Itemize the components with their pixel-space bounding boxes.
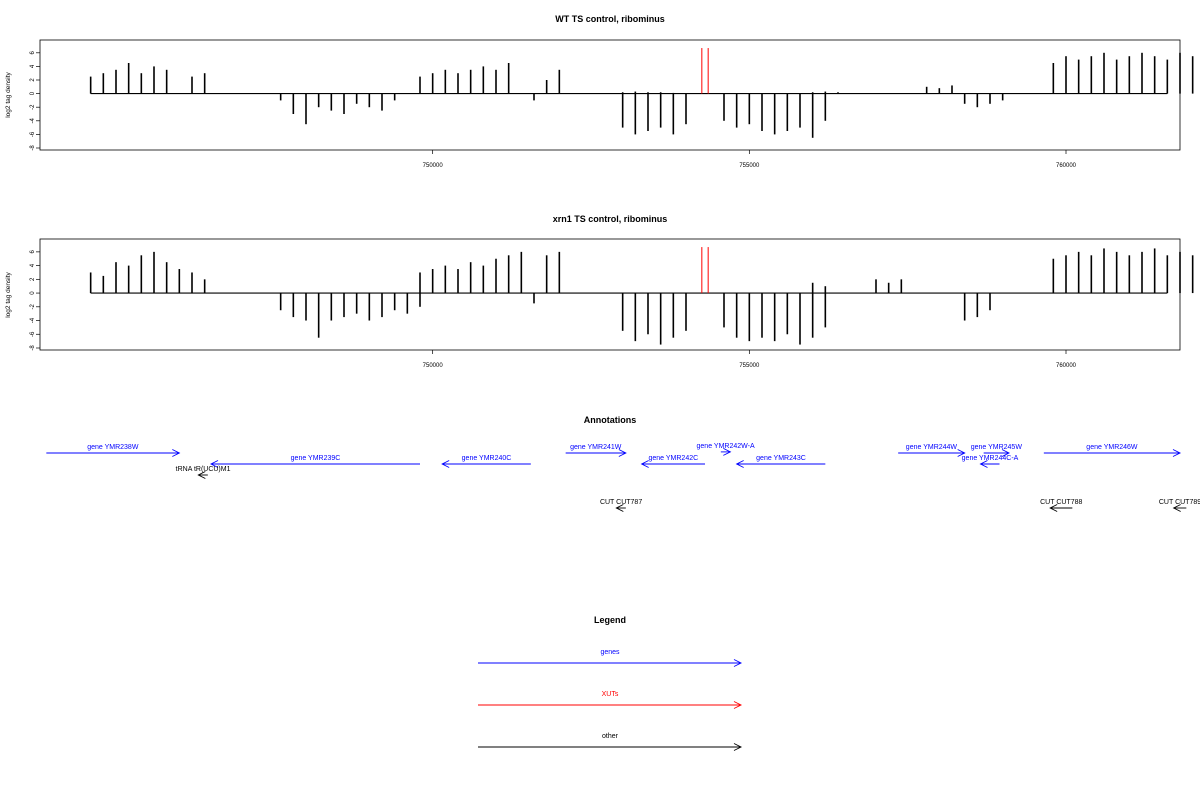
y-tick-label: -8	[30, 345, 36, 351]
y-tick-label: -2	[30, 303, 36, 309]
y-tick-label: 0	[30, 291, 36, 295]
y-tick-label: -6	[30, 331, 36, 337]
y-tick-label: -8	[30, 145, 36, 151]
annotation-arrow-head	[957, 449, 966, 457]
annotation-arrow-head	[1001, 449, 1011, 457]
annotation-label: tRNA tR(UCU)M1	[176, 466, 231, 473]
annotation-label: gene YMR244C-A	[962, 455, 1019, 462]
y-tick-label: -2	[30, 104, 36, 110]
xrn1-xut-markers	[701, 247, 709, 294]
annotation-arrow-head	[209, 460, 219, 468]
y-tick-label: 4	[30, 64, 36, 68]
y-tick-label: 4	[30, 263, 36, 267]
legend-arrow-head	[733, 743, 743, 751]
y-tick-label: -4	[30, 117, 36, 123]
xrn1-y-ticks: 6 4 2 0 -2 -4 -6 -8	[30, 250, 40, 351]
wt-panel: WT TS control, ribominus log2 tag densit…	[5, 14, 1194, 169]
annotation-label: CUT CUT787	[600, 499, 642, 506]
x-tick-label: 755000	[739, 163, 760, 169]
x-tick-label: 750000	[423, 163, 444, 169]
annotation-arrow-head	[735, 460, 744, 468]
annotation-label: gene YMR244W	[906, 444, 958, 451]
y-tick-label: 6	[30, 250, 36, 254]
x-tick-label: 760000	[1056, 163, 1077, 169]
annotation-arrow-head	[615, 504, 624, 512]
legend-label: genes	[600, 649, 620, 656]
annotation-label: gene YMR242W-A	[697, 443, 755, 450]
annotation-features: gene YMR238W gene YMR239C gene YMR240C gene…	[46, 443, 1200, 512]
legend-arrow-head	[733, 701, 743, 709]
annotation-arrow-head	[723, 447, 732, 456]
y-tick-label: 6	[30, 50, 36, 54]
xrn1-x-ticks: 750000 755000 760000	[423, 350, 1077, 369]
legend-items: genes XUTs other	[478, 649, 743, 751]
y-tick-label: 0	[30, 91, 36, 95]
wt-x-ticks: 750000 755000 760000	[423, 150, 1077, 169]
xrn1-bars	[89, 248, 1194, 345]
annotation-label: gene YMR246W	[1086, 444, 1138, 451]
wt-bars	[89, 52, 1194, 138]
annotation-arrow-head	[441, 460, 450, 468]
annotation-arrow-head	[172, 449, 181, 457]
y-tick-label: -6	[30, 131, 36, 137]
xrn1-panel-title: xrn1 TS control, ribominus	[553, 214, 668, 224]
annotation-label: gene YMR239C	[291, 455, 341, 462]
annotation-label: gene YMR242C	[648, 455, 698, 462]
annotation-arrow-head	[1172, 504, 1181, 512]
x-tick-label: 755000	[739, 363, 760, 369]
legend-title: Legend	[594, 615, 626, 625]
x-tick-label: 760000	[1056, 363, 1077, 369]
annotation-arrow-head	[1049, 504, 1058, 512]
xrn1-y-axis-label: log2 tag density	[5, 271, 12, 317]
annotation-arrow-head	[618, 449, 627, 457]
annotation-arrow-head	[1172, 449, 1182, 457]
annotation-label: CUT CUT788	[1040, 499, 1082, 506]
annotation-label: gene YMR238W	[87, 444, 139, 451]
wt-xut-markers	[701, 48, 709, 94]
legend-arrow-head	[733, 659, 743, 667]
xrn1-panel: xrn1 TS control, ribominus log2 tag dens…	[5, 214, 1194, 369]
annotations-title: Annotations	[584, 415, 637, 425]
annotation-label: gene YMR241W	[570, 444, 622, 451]
wt-plot-frame	[39, 39, 1181, 151]
y-tick-label: -4	[30, 317, 36, 323]
annotation-arrow-head	[979, 460, 988, 468]
annotation-arrow-head	[640, 460, 649, 468]
y-tick-label: 2	[30, 78, 36, 82]
annotation-label: gene YMR245W	[971, 444, 1023, 451]
wt-y-ticks: 6 4 2 0 -2 -4 -6 -8	[30, 50, 40, 151]
annotation-label: gene YMR240C	[462, 455, 512, 462]
annotation-label: gene YMR243C	[756, 455, 806, 462]
legend-label: other	[602, 733, 619, 740]
legend: Legend genes XUTs other	[478, 615, 743, 751]
x-tick-label: 750000	[423, 363, 444, 369]
y-tick-label: 2	[30, 277, 36, 281]
wt-y-axis-label: log2 tag density	[5, 71, 12, 117]
wt-panel-title: WT TS control, ribominus	[555, 14, 665, 24]
annotation-arrow-head	[197, 471, 206, 479]
annotation-label: CUT CUT789	[1159, 499, 1200, 506]
xrn1-plot-frame	[39, 238, 1181, 351]
legend-label: XUTs	[602, 691, 619, 698]
